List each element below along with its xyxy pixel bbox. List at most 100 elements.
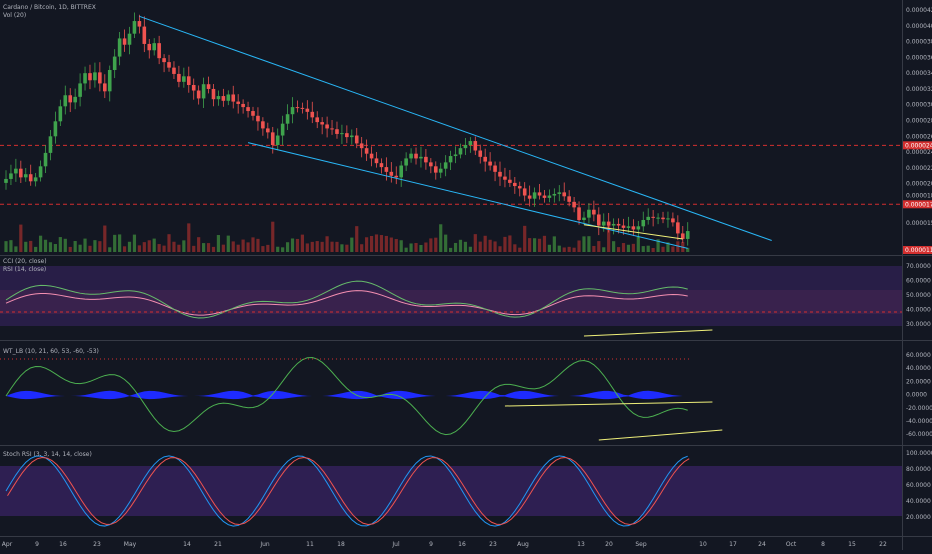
candle-body: [191, 85, 196, 91]
volume-bar: [651, 247, 655, 252]
volume-bar: [127, 241, 132, 252]
x-tick: 14: [183, 541, 191, 548]
cci-line: [5, 290, 688, 316]
candle-body: [256, 115, 260, 122]
volume-bar: [58, 237, 62, 252]
volume-bar: [616, 247, 621, 252]
volume-bar: [300, 234, 304, 252]
volume-bar: [137, 245, 141, 252]
volume-bar: [152, 238, 156, 252]
candle-body: [631, 226, 636, 230]
volume-bar: [285, 242, 290, 252]
candle-body: [335, 129, 339, 134]
candle-body: [19, 168, 23, 178]
volume-bar: [350, 237, 354, 252]
volume-bar: [404, 247, 408, 252]
x-tick: 17: [729, 541, 737, 548]
candle-body: [305, 108, 310, 112]
candle-body: [112, 56, 117, 70]
volume-bar: [463, 241, 468, 252]
price-tick: 0.00003800: [906, 39, 932, 46]
candle-body: [196, 90, 201, 99]
wt-tick: 40.0000: [906, 365, 931, 372]
x-tick: 11: [306, 541, 314, 548]
candle-body: [394, 175, 399, 178]
volume-bar: [646, 245, 650, 252]
volume-bar: [365, 237, 369, 252]
volume-bar: [557, 245, 561, 252]
volume-bar: [236, 244, 240, 252]
volume-bar: [547, 244, 551, 252]
candle-body: [453, 154, 458, 157]
candle-body: [606, 221, 611, 226]
volume-bar: [424, 242, 428, 252]
price-tick: 0.00001850: [906, 193, 932, 200]
candle-body: [468, 141, 473, 145]
volume-bar: [14, 246, 18, 252]
candle-body: [616, 223, 621, 226]
candle-body: [527, 195, 532, 199]
wt-tick: -40.0000: [906, 418, 932, 425]
candle-body: [23, 174, 28, 178]
volume-bar: [626, 244, 631, 252]
volume-bar: [518, 247, 522, 252]
volume-bar: [444, 234, 448, 252]
candle-body: [597, 214, 601, 226]
candle-body: [409, 153, 413, 159]
volume-bar: [9, 240, 13, 252]
candle-body: [369, 153, 374, 159]
stoch-band: [0, 466, 902, 516]
volume-bar: [330, 241, 334, 252]
candle-body: [315, 117, 320, 123]
volume-bar: [315, 241, 319, 252]
volume-bar: [335, 241, 339, 252]
candle-body: [14, 168, 18, 174]
candle-body: [493, 165, 497, 172]
candle-body: [443, 162, 448, 169]
candle-body: [641, 220, 646, 227]
volume-bar: [592, 245, 596, 252]
volume-bar: [226, 235, 230, 252]
volume-bar: [216, 235, 221, 252]
price-tick: 0.00002600: [906, 133, 932, 140]
candle-body: [433, 166, 438, 173]
volume-bar: [182, 240, 186, 252]
volume-bar: [157, 244, 161, 252]
candle-body: [127, 33, 132, 45]
candle-body: [651, 216, 655, 218]
volume-bar: [4, 241, 8, 252]
candle-body: [389, 171, 394, 176]
volume-bar: [113, 234, 117, 252]
volume-bar: [256, 238, 260, 252]
volume-bar: [261, 246, 265, 252]
candle-body: [103, 83, 107, 92]
volume-bar: [661, 246, 665, 252]
wt-tick: 20.0000: [906, 378, 931, 385]
lower-trendline: [247, 142, 688, 249]
candle-body: [671, 218, 675, 223]
candle-body: [345, 133, 349, 138]
stoch-d-line: [7, 456, 690, 526]
volume-bar: [498, 246, 502, 252]
volume-bar: [231, 241, 235, 252]
x-tick: 10: [699, 541, 707, 548]
candle-body: [399, 165, 403, 178]
candle-body: [364, 148, 369, 154]
price-tick: 0.00003000: [906, 102, 932, 109]
candle-body: [231, 94, 236, 102]
candle-body: [280, 123, 285, 136]
candle-body: [572, 201, 576, 208]
candle-body: [680, 233, 685, 239]
volume-bar: [458, 239, 463, 252]
candle-body: [448, 156, 453, 163]
chart-title: Cardano / Bitcoin, 1D, BITTREX: [3, 4, 96, 11]
volume-label: Vol (20): [3, 12, 26, 19]
candle-body: [83, 73, 87, 84]
candle-body: [636, 226, 641, 230]
candle-body: [93, 72, 97, 81]
volume-bar: [63, 238, 67, 252]
price-tag: 0.00001739: [905, 201, 932, 208]
volume-bar: [449, 247, 453, 252]
axes: 0.00004200 0.00004000 0.00003800 0.00003600…: [2, 7, 932, 548]
